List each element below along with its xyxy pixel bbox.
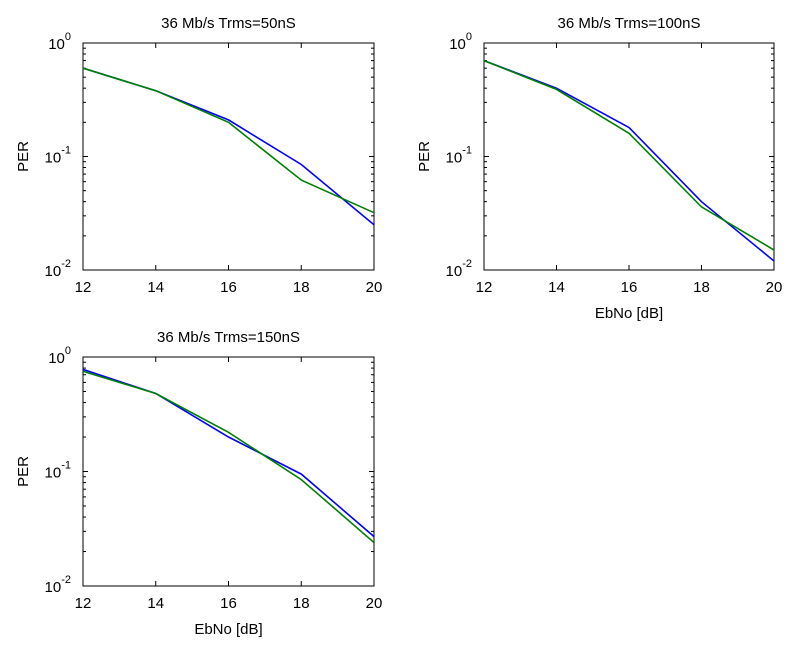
series-line-2 — [83, 370, 374, 544]
x-tick-label: 12 — [75, 595, 92, 612]
y-tick-base: 10 — [446, 263, 463, 280]
y-tick-base: 10 — [48, 36, 65, 53]
y-tick-base: 10 — [45, 579, 62, 596]
chart-panel-2: 36 Mb/s Trms=100nS PER EbNo [dB] 12 14 16 18 20… — [416, 15, 782, 322]
y-tick-exponent: 0 — [65, 345, 71, 357]
x-tick-label: 12 — [75, 279, 92, 296]
y-axis-label: PER — [416, 141, 433, 172]
y-axis-label: PER — [15, 456, 32, 487]
y-tick-exponent: -2 — [462, 258, 472, 270]
y-tick-exponent: 0 — [65, 31, 71, 43]
y-tick-label: 10-1 — [45, 460, 71, 482]
x-tick-label: 20 — [366, 595, 383, 612]
x-axis-label: EbNo [dB] — [194, 621, 262, 638]
y-tick-exponent: -1 — [61, 460, 71, 472]
y-tick-exponent: -2 — [61, 574, 71, 586]
series-line-2 — [484, 59, 774, 251]
series-line-2 — [83, 67, 374, 214]
chart-title: 36 Mb/s Trms=50nS — [161, 15, 296, 32]
x-tick-label: 18 — [293, 279, 310, 296]
y-tick-label: 100 — [48, 31, 71, 53]
x-tick-label: 14 — [147, 279, 164, 296]
y-tick-label: 10-1 — [45, 145, 71, 167]
x-tick-label: 20 — [766, 279, 783, 296]
x-tick-label: 16 — [220, 595, 237, 612]
y-tick-base: 10 — [45, 150, 62, 167]
x-tick-label: 18 — [693, 279, 710, 296]
x-tick-label: 14 — [548, 279, 565, 296]
x-tick-label: 16 — [220, 279, 237, 296]
x-tick-label: 14 — [147, 595, 164, 612]
x-tick-label: 16 — [621, 279, 638, 296]
y-tick-label: 100 — [449, 31, 472, 53]
y-tick-base: 10 — [449, 36, 466, 53]
chart-panel-3: 36 Mb/s Trms=150nS PER EbNo [dB] 12 14 16 18 20… — [15, 329, 382, 638]
chart-title: 36 Mb/s Trms=100nS — [558, 15, 701, 32]
y-tick-label: 10-1 — [446, 145, 472, 167]
y-tick-label: 10-2 — [45, 258, 71, 280]
x-axis-label: EbNo [dB] — [595, 305, 663, 322]
y-tick-exponent: -1 — [61, 145, 71, 157]
y-tick-exponent: -1 — [462, 145, 472, 157]
x-tick-label: 20 — [366, 279, 383, 296]
plot-frame — [483, 42, 775, 271]
y-tick-base: 10 — [45, 465, 62, 482]
y-tick-label: 100 — [48, 345, 71, 367]
y-tick-exponent: 0 — [466, 31, 472, 43]
y-axis-label: PER — [15, 141, 32, 172]
y-tick-base: 10 — [48, 350, 65, 367]
x-tick-label: 18 — [293, 595, 310, 612]
y-tick-label: 10-2 — [446, 258, 472, 280]
plot-frame — [82, 356, 375, 587]
y-tick-base: 10 — [45, 263, 62, 280]
y-tick-exponent: -2 — [61, 258, 71, 270]
y-tick-label: 10-2 — [45, 574, 71, 596]
x-tick-label: 12 — [476, 279, 493, 296]
y-tick-base: 10 — [446, 150, 463, 167]
chart-title: 36 Mb/s Trms=150nS — [157, 329, 300, 346]
plot-frame — [82, 42, 375, 271]
